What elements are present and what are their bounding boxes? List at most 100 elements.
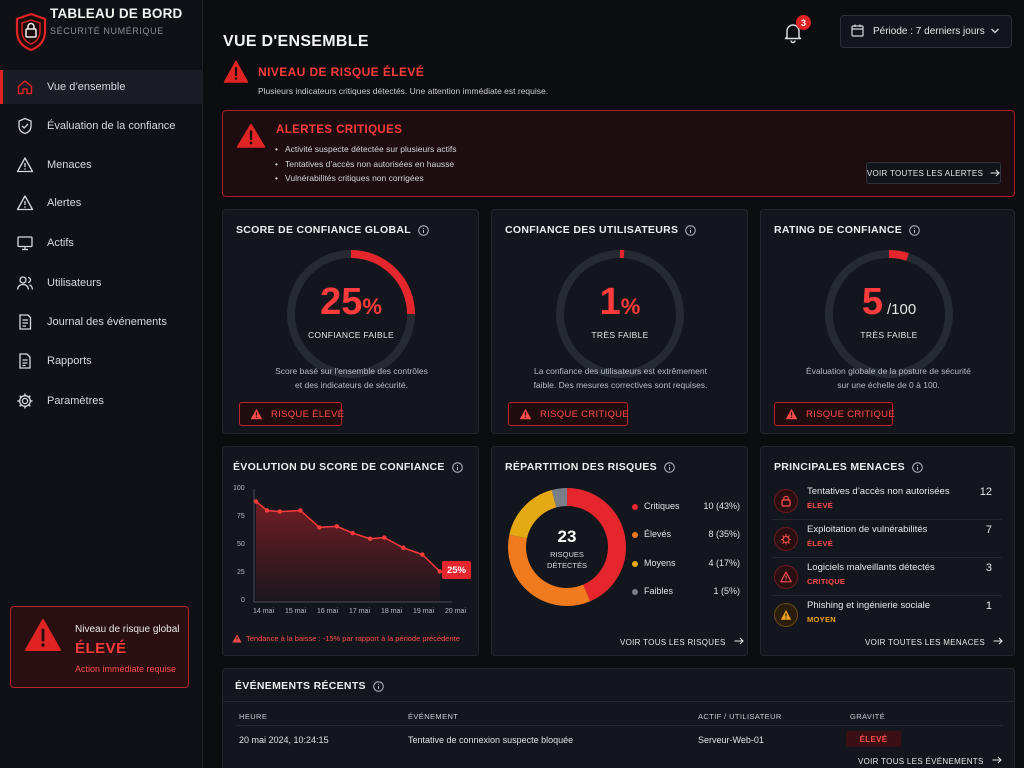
recent-events-card <box>222 668 1015 768</box>
risk-critical-badge[interactable]: RISQUE CRITIQUE <box>508 402 629 426</box>
global-risk-label: Niveau de risque global <box>75 624 180 635</box>
brand <box>14 12 48 57</box>
warning-icon <box>16 156 34 174</box>
x-tick-label: 17 mai <box>349 608 371 615</box>
info-icon[interactable] <box>451 461 463 473</box>
legend-dot-low <box>632 589 638 595</box>
arrow-right-icon <box>734 637 744 647</box>
alert-warning-icon <box>236 123 266 154</box>
risk-level-title: NIVEAU DE RISQUE ÉLEVÉ <box>258 65 425 79</box>
card-title: SCORE DE CONFIANCE GLOBAL <box>236 224 411 236</box>
trust-evolution-card: ÉVOLUTION DU SCORE DE CONFIANCE 100 75 5… <box>222 446 479 656</box>
risk-high-badge[interactable]: RISQUE ÉLEVÉ <box>239 402 344 426</box>
data-point <box>401 545 406 550</box>
legend-item: Faibles 1 (5%) <box>632 586 740 598</box>
card-description: La confiance des utilisateurs est extrêm… <box>533 366 708 390</box>
threat-row[interactable]: Exploitation de vulnérabilités ÉLEVÉ 7 <box>772 521 1002 558</box>
view-all-threats-link[interactable]: VOIR TOUTES LES MENACES <box>865 637 1003 647</box>
info-icon[interactable] <box>909 224 920 236</box>
severity-badge: ÉLEVÉ <box>846 731 901 747</box>
view-all-alerts-button[interactable]: VOIR TOUTES LES ALERTES <box>866 162 1001 184</box>
y-tick-label: 100 <box>233 485 245 492</box>
y-tick-label: 50 <box>237 541 245 548</box>
warning-icon <box>785 408 798 420</box>
data-point <box>437 569 442 574</box>
sidebar-item-label: Paramètres <box>47 395 104 407</box>
threat-severity: ÉLEVÉ <box>807 501 834 510</box>
donut-hole <box>527 507 607 587</box>
risk-critical-badge[interactable]: RISQUE CRITIQUE <box>774 402 895 426</box>
threat-count: 12 <box>979 486 992 498</box>
info-icon[interactable] <box>664 461 675 473</box>
card-title: RATING DE CONFIANCE <box>774 224 903 236</box>
risk-donut-chart <box>508 488 626 606</box>
sidebar-item-label: Vue d’ensemble <box>47 81 126 93</box>
period-select[interactable]: Période : 7 derniers jours <box>840 15 1012 48</box>
sidebar-item-users[interactable]: Utilisateurs <box>0 263 203 303</box>
global-trust-score-card: SCORE DE CONFIANCE GLOBAL 25% CONFIANCE … <box>222 209 479 434</box>
period-label: Période : 7 derniers jours <box>873 26 985 37</box>
sidebar-item-overview[interactable]: Vue d’ensemble <box>0 70 203 104</box>
column-header: GRAVITÉ <box>850 712 886 721</box>
risk-distribution-card: RÉPARTITION DES RISQUES 23 RISQUES DÉTEC… <box>491 446 748 656</box>
threat-row[interactable]: Logiciels malveillants détectés CRITIQUE… <box>772 559 1002 596</box>
card-description: Score basé sur l'ensemble des contrôles e… <box>275 366 428 390</box>
sidebar-item-event-log[interactable]: Journal des événements <box>0 303 203 341</box>
threat-row[interactable]: Tentatives d’accès non autorisées ÉLEVÉ … <box>772 483 1002 520</box>
sidebar-item-trust-evaluation[interactable]: Évaluation de la confiance <box>0 106 203 146</box>
legend-dot-high <box>632 532 638 538</box>
global-risk-box: Niveau de risque global ÉLEVÉ Action imm… <box>10 606 189 688</box>
view-all-risks-link[interactable]: VOIR TOUS LES RISQUES <box>620 637 744 647</box>
threat-severity: CRITIQUE <box>807 577 846 586</box>
data-point <box>298 508 303 513</box>
gauge-unit: % <box>620 294 641 319</box>
critical-alerts-panel: ALERTES CRITIQUES Activité suspecte déte… <box>222 110 1015 197</box>
column-header: ACTIF / UTILISATEUR <box>698 712 782 721</box>
list-item: Vulnérabilités critiques non corrigées <box>275 173 456 188</box>
card-title: RÉPARTITION DES RISQUES <box>505 461 657 473</box>
card-title: ÉVÉNEMENTS RÉCENTS <box>235 680 366 692</box>
event-description: Tentative de connexion suspecte bloquée <box>408 735 574 745</box>
info-icon[interactable] <box>373 680 384 692</box>
info-icon[interactable] <box>418 224 429 236</box>
threat-severity: ÉLEVÉ <box>807 539 834 548</box>
sidebar-item-alerts[interactable]: Alertes <box>0 183 203 223</box>
sidebar-item-assets[interactable]: Actifs <box>0 223 203 263</box>
sidebar-item-settings[interactable]: Paramètres <box>0 381 203 421</box>
donut-slice-élevés <box>508 488 626 606</box>
critical-alerts-list: Activité suspecte détectée sur plusieurs… <box>275 144 457 188</box>
sidebar-item-reports[interactable]: Rapports <box>0 341 203 381</box>
warning-icon <box>232 634 242 643</box>
sidebar-item-label: Journal des événements <box>47 316 167 328</box>
calendar-icon <box>851 24 864 40</box>
gauge-label: TRÈS FAIBLE <box>860 330 918 340</box>
x-tick-label: 18 mai <box>381 608 403 615</box>
sidebar-item-label: Menaces <box>47 158 92 171</box>
info-icon[interactable] <box>685 224 697 236</box>
trend-annotation: Tendance à la baisse : -15% par rapport … <box>232 634 460 643</box>
table-row-divider <box>236 725 1003 726</box>
data-point <box>277 509 282 514</box>
sidebar-item-threats[interactable]: Menaces <box>0 146 203 183</box>
sidebar-item-label: Rapports <box>47 355 92 367</box>
line-area-fill <box>256 501 440 602</box>
view-all-events-link[interactable]: VOIR TOUS LES ÉVÉNEMENTS <box>858 756 1002 766</box>
sidebar-item-label: Actifs <box>47 237 74 249</box>
data-point <box>420 552 425 557</box>
arrow-right-icon <box>990 169 1000 177</box>
info-icon[interactable] <box>912 461 923 473</box>
notification-count-badge: 3 <box>796 15 811 30</box>
sidebar-nav: Vue d’ensemble Évaluation de la confianc… <box>0 70 203 421</box>
threat-row[interactable]: Phishing et ingénierie sociale MOYEN 1 <box>772 597 1002 634</box>
gauge-value: 5 <box>861 281 883 323</box>
bell-icon <box>781 24 805 48</box>
top-threats-card: PRINCIPALES MENACES Tentatives d’accès n… <box>760 446 1015 656</box>
notifications-button[interactable] <box>781 20 805 44</box>
brand-subtitle: SÉCURITÉ NUMÉRIQUE <box>50 26 164 36</box>
chevron-down-icon <box>990 27 1000 38</box>
gauge-value: 1 <box>599 281 621 323</box>
risk-level-subtitle: Plusieurs indicateurs critiques détectés… <box>258 86 549 96</box>
list-item: Activité suspecte détectée sur plusieurs… <box>275 144 457 159</box>
user-trust-card: CONFIANCE DES UTILISATEURS 1% TRÈS FAIBL… <box>491 209 748 434</box>
trust-rating-card: RATING DE CONFIANCE 5/100 TRÈS FAIBLE Év… <box>760 209 1015 434</box>
